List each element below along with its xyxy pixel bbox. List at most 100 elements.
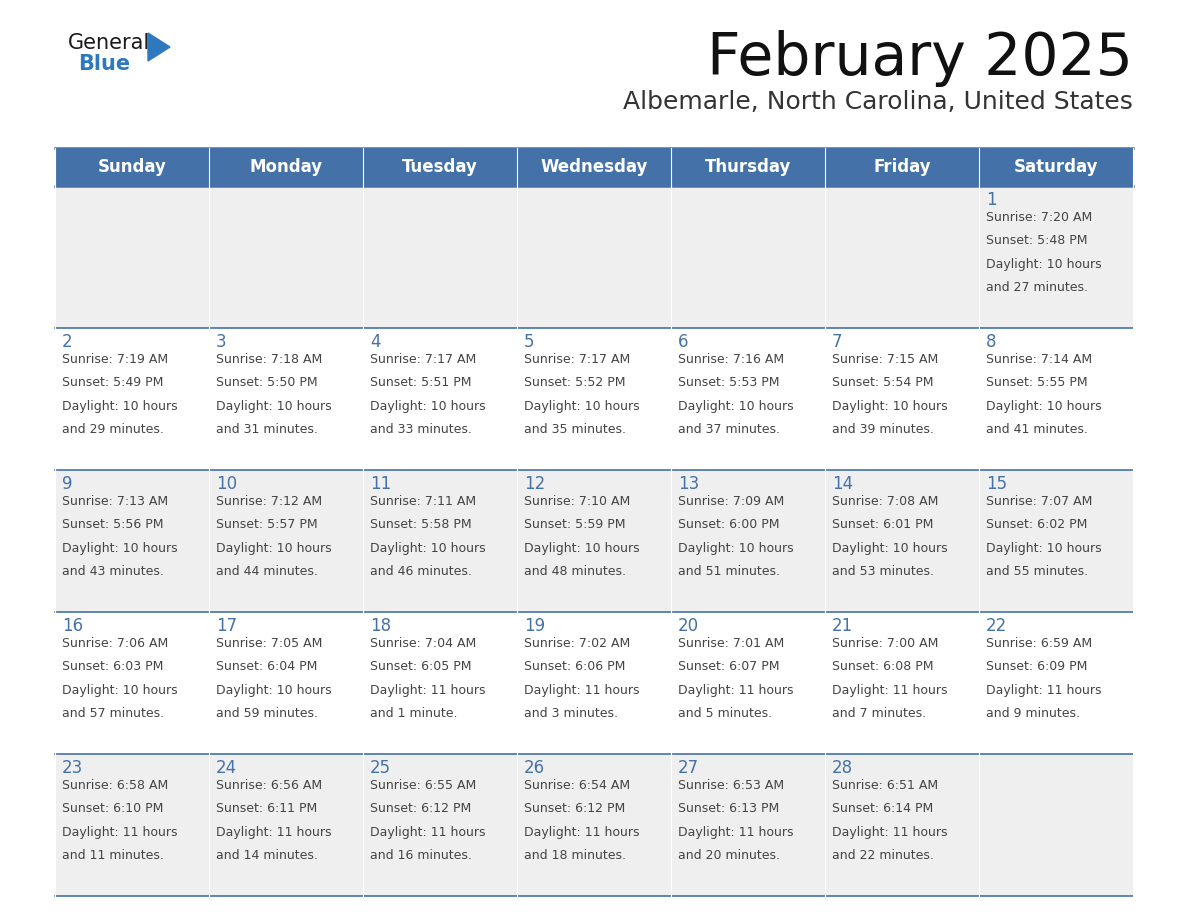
Bar bbox=[364, 470, 517, 612]
Bar bbox=[671, 328, 824, 470]
Text: 20: 20 bbox=[678, 617, 699, 635]
Text: Sunset: 6:06 PM: Sunset: 6:06 PM bbox=[524, 660, 625, 674]
Text: and 1 minute.: and 1 minute. bbox=[369, 707, 457, 721]
Text: and 9 minutes.: and 9 minutes. bbox=[986, 707, 1080, 721]
Text: and 46 minutes.: and 46 minutes. bbox=[369, 565, 472, 578]
Text: Sunset: 6:05 PM: Sunset: 6:05 PM bbox=[369, 660, 472, 674]
Text: 1: 1 bbox=[986, 191, 997, 209]
Text: 16: 16 bbox=[62, 617, 83, 635]
Text: and 33 minutes.: and 33 minutes. bbox=[369, 423, 472, 436]
Bar bbox=[55, 186, 209, 328]
Bar bbox=[824, 470, 979, 612]
Text: Sunrise: 7:13 AM: Sunrise: 7:13 AM bbox=[62, 495, 169, 508]
Text: Daylight: 10 hours: Daylight: 10 hours bbox=[986, 258, 1101, 271]
Text: Sunset: 6:11 PM: Sunset: 6:11 PM bbox=[216, 802, 317, 815]
Text: Daylight: 10 hours: Daylight: 10 hours bbox=[216, 542, 331, 554]
Text: Daylight: 10 hours: Daylight: 10 hours bbox=[986, 542, 1101, 554]
Text: Sunset: 6:09 PM: Sunset: 6:09 PM bbox=[986, 660, 1087, 674]
Text: Sunrise: 7:07 AM: Sunrise: 7:07 AM bbox=[986, 495, 1093, 508]
Text: Sunrise: 6:56 AM: Sunrise: 6:56 AM bbox=[216, 779, 322, 792]
Text: 24: 24 bbox=[216, 759, 238, 777]
Text: February 2025: February 2025 bbox=[707, 30, 1133, 87]
Text: 8: 8 bbox=[986, 333, 997, 351]
Text: and 27 minutes.: and 27 minutes. bbox=[986, 281, 1088, 295]
Bar bbox=[55, 612, 209, 754]
Bar bbox=[55, 328, 209, 470]
Text: Sunrise: 6:51 AM: Sunrise: 6:51 AM bbox=[832, 779, 939, 792]
Text: Sunset: 6:13 PM: Sunset: 6:13 PM bbox=[678, 802, 779, 815]
Text: Sunset: 6:04 PM: Sunset: 6:04 PM bbox=[216, 660, 317, 674]
Text: 3: 3 bbox=[216, 333, 227, 351]
Text: and 3 minutes.: and 3 minutes. bbox=[524, 707, 618, 721]
Text: and 16 minutes.: and 16 minutes. bbox=[369, 849, 472, 862]
Text: 17: 17 bbox=[216, 617, 238, 635]
Text: Daylight: 11 hours: Daylight: 11 hours bbox=[524, 684, 639, 697]
Text: Daylight: 11 hours: Daylight: 11 hours bbox=[986, 684, 1101, 697]
Text: and 22 minutes.: and 22 minutes. bbox=[832, 849, 934, 862]
Text: Daylight: 10 hours: Daylight: 10 hours bbox=[678, 400, 794, 413]
Text: Sunset: 6:00 PM: Sunset: 6:00 PM bbox=[678, 519, 779, 532]
Text: Sunrise: 6:55 AM: Sunrise: 6:55 AM bbox=[369, 779, 476, 792]
Text: and 41 minutes.: and 41 minutes. bbox=[986, 423, 1088, 436]
Bar bbox=[209, 470, 364, 612]
Text: 11: 11 bbox=[369, 475, 391, 493]
Text: Daylight: 10 hours: Daylight: 10 hours bbox=[216, 400, 331, 413]
Bar bbox=[979, 186, 1133, 328]
Text: Daylight: 10 hours: Daylight: 10 hours bbox=[369, 542, 486, 554]
Text: 21: 21 bbox=[832, 617, 853, 635]
Text: 13: 13 bbox=[678, 475, 700, 493]
Text: Sunrise: 7:10 AM: Sunrise: 7:10 AM bbox=[524, 495, 631, 508]
Text: Sunrise: 7:08 AM: Sunrise: 7:08 AM bbox=[832, 495, 939, 508]
Text: and 7 minutes.: and 7 minutes. bbox=[832, 707, 927, 721]
Text: Sunrise: 7:14 AM: Sunrise: 7:14 AM bbox=[986, 353, 1092, 366]
Text: Sunset: 5:56 PM: Sunset: 5:56 PM bbox=[62, 519, 164, 532]
Text: and 39 minutes.: and 39 minutes. bbox=[832, 423, 934, 436]
Polygon shape bbox=[148, 33, 170, 61]
Text: Sunset: 6:02 PM: Sunset: 6:02 PM bbox=[986, 519, 1087, 532]
Bar bbox=[517, 612, 671, 754]
Text: Sunset: 5:51 PM: Sunset: 5:51 PM bbox=[369, 376, 472, 389]
Bar bbox=[671, 612, 824, 754]
Text: and 53 minutes.: and 53 minutes. bbox=[832, 565, 934, 578]
Text: and 57 minutes.: and 57 minutes. bbox=[62, 707, 164, 721]
Bar bbox=[364, 328, 517, 470]
Text: Sunset: 6:01 PM: Sunset: 6:01 PM bbox=[832, 519, 934, 532]
Text: and 44 minutes.: and 44 minutes. bbox=[216, 565, 318, 578]
Text: Sunset: 5:52 PM: Sunset: 5:52 PM bbox=[524, 376, 626, 389]
Text: Daylight: 10 hours: Daylight: 10 hours bbox=[986, 400, 1101, 413]
Text: Daylight: 11 hours: Daylight: 11 hours bbox=[216, 826, 331, 839]
Text: Sunset: 6:07 PM: Sunset: 6:07 PM bbox=[678, 660, 779, 674]
Text: Sunrise: 7:02 AM: Sunrise: 7:02 AM bbox=[524, 637, 631, 650]
Text: and 37 minutes.: and 37 minutes. bbox=[678, 423, 781, 436]
Text: Daylight: 10 hours: Daylight: 10 hours bbox=[369, 400, 486, 413]
Text: 25: 25 bbox=[369, 759, 391, 777]
Text: Saturday: Saturday bbox=[1013, 158, 1098, 176]
Text: Sunrise: 7:06 AM: Sunrise: 7:06 AM bbox=[62, 637, 169, 650]
Text: Sunset: 5:53 PM: Sunset: 5:53 PM bbox=[678, 376, 779, 389]
Text: 5: 5 bbox=[524, 333, 535, 351]
Text: Sunset: 5:55 PM: Sunset: 5:55 PM bbox=[986, 376, 1088, 389]
Text: Thursday: Thursday bbox=[704, 158, 791, 176]
Text: Daylight: 11 hours: Daylight: 11 hours bbox=[524, 826, 639, 839]
Text: Sunrise: 7:15 AM: Sunrise: 7:15 AM bbox=[832, 353, 939, 366]
Text: and 20 minutes.: and 20 minutes. bbox=[678, 849, 781, 862]
Text: Sunrise: 7:11 AM: Sunrise: 7:11 AM bbox=[369, 495, 476, 508]
Text: Daylight: 10 hours: Daylight: 10 hours bbox=[524, 542, 639, 554]
Bar bbox=[517, 470, 671, 612]
Text: 6: 6 bbox=[678, 333, 689, 351]
Bar bbox=[55, 148, 1133, 186]
Bar bbox=[517, 328, 671, 470]
Text: Sunset: 5:50 PM: Sunset: 5:50 PM bbox=[216, 376, 317, 389]
Bar bbox=[824, 754, 979, 896]
Bar bbox=[209, 328, 364, 470]
Text: Sunrise: 7:12 AM: Sunrise: 7:12 AM bbox=[216, 495, 322, 508]
Text: Sunset: 5:54 PM: Sunset: 5:54 PM bbox=[832, 376, 934, 389]
Text: Sunrise: 7:18 AM: Sunrise: 7:18 AM bbox=[216, 353, 322, 366]
Text: Sunrise: 7:17 AM: Sunrise: 7:17 AM bbox=[369, 353, 476, 366]
Text: Sunset: 6:10 PM: Sunset: 6:10 PM bbox=[62, 802, 164, 815]
Bar bbox=[364, 612, 517, 754]
Bar bbox=[55, 470, 209, 612]
Bar bbox=[979, 328, 1133, 470]
Text: Daylight: 10 hours: Daylight: 10 hours bbox=[678, 542, 794, 554]
Text: Daylight: 10 hours: Daylight: 10 hours bbox=[62, 684, 178, 697]
